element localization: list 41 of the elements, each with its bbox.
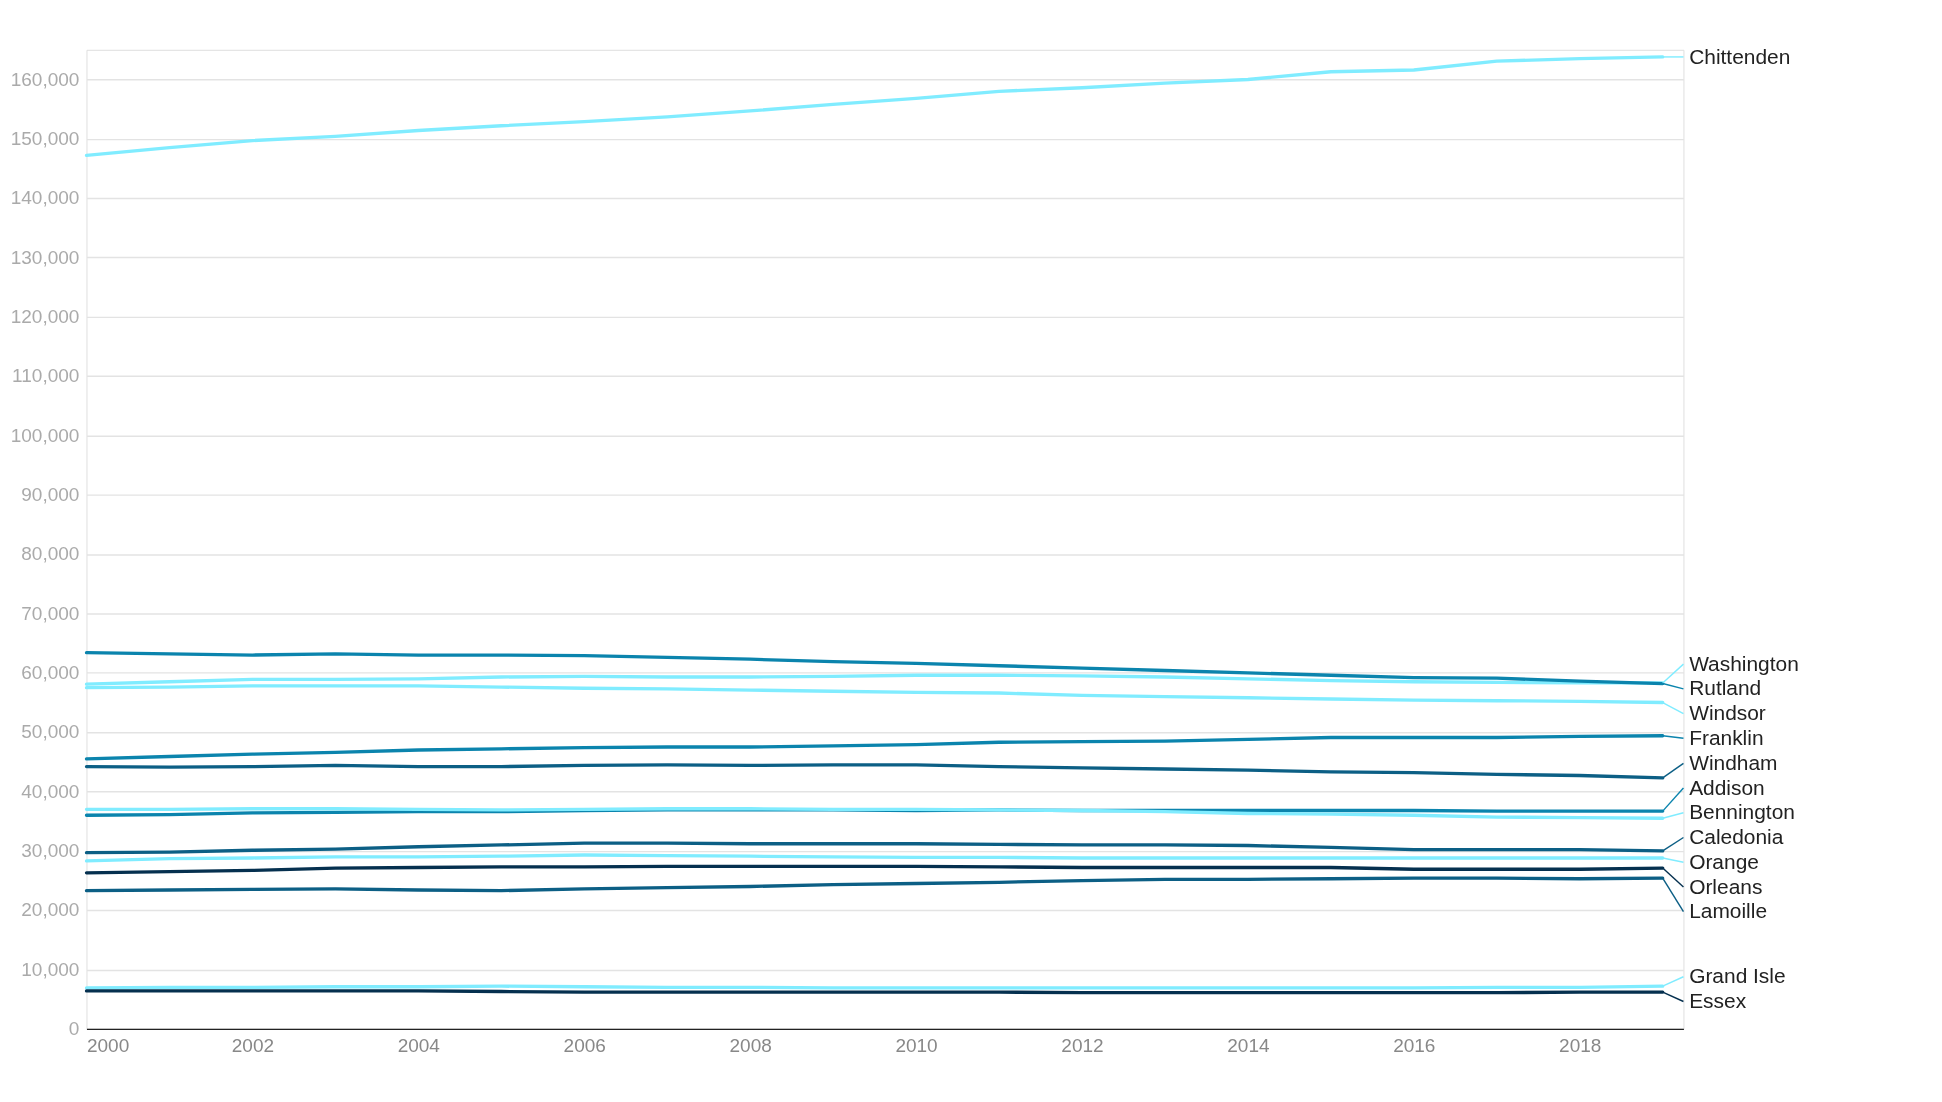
x-tick-label: 2000 <box>86 1035 130 1057</box>
legend-label: Windsor <box>1689 701 1766 725</box>
y-tick-label: 100,000 <box>10 424 80 446</box>
legend-label: Windham <box>1689 750 1778 774</box>
legend-label: Rutland <box>1689 676 1762 700</box>
x-tick-label: 2004 <box>397 1035 441 1057</box>
y-tick-label: 0 <box>68 1018 80 1040</box>
y-tick-label: 70,000 <box>21 602 80 624</box>
x-tick-label: 2008 <box>729 1035 772 1057</box>
y-tick-label: 20,000 <box>21 899 80 921</box>
x-tick-label: 2018 <box>1559 1035 1602 1057</box>
y-tick-label: 130,000 <box>10 246 80 268</box>
x-tick-label: 2006 <box>563 1035 606 1057</box>
x-tick-label: 2014 <box>1227 1035 1270 1057</box>
y-tick-label: 10,000 <box>21 958 80 980</box>
legend-label: Orange <box>1689 849 1759 873</box>
x-tick-label: 2016 <box>1393 1035 1436 1057</box>
y-tick-label: 140,000 <box>10 187 80 209</box>
x-tick-label: 2002 <box>231 1035 275 1057</box>
y-tick-label: 40,000 <box>21 780 80 802</box>
y-tick-label: 50,000 <box>21 721 80 743</box>
legend-label: Franklin <box>1689 725 1764 749</box>
y-tick-label: 80,000 <box>21 543 80 565</box>
x-tick-label: 2010 <box>895 1035 938 1057</box>
series-label: Lamoille <box>1689 899 1768 923</box>
legend-label: Caledonia <box>1689 825 1784 849</box>
x-tick-label: 2012 <box>1061 1035 1104 1057</box>
legend-label: Chittenden <box>1689 44 1791 68</box>
legend-label: Addison <box>1689 775 1765 799</box>
legend-label: Grand Isle <box>1689 964 1786 988</box>
legend-label: Essex <box>1689 989 1747 1013</box>
y-tick-label: 60,000 <box>21 662 80 684</box>
y-tick-label: 110,000 <box>12 365 80 387</box>
y-tick-label: 160,000 <box>10 68 80 90</box>
y-tick-label: 30,000 <box>21 840 80 862</box>
legend-label: Orleans <box>1689 874 1763 898</box>
y-tick-label: 150,000 <box>10 127 80 149</box>
legend-label: Bennington <box>1689 800 1795 824</box>
legend-label: Washington <box>1689 651 1799 675</box>
y-tick-label: 90,000 <box>21 484 80 506</box>
y-tick-label: 120,000 <box>10 306 80 328</box>
